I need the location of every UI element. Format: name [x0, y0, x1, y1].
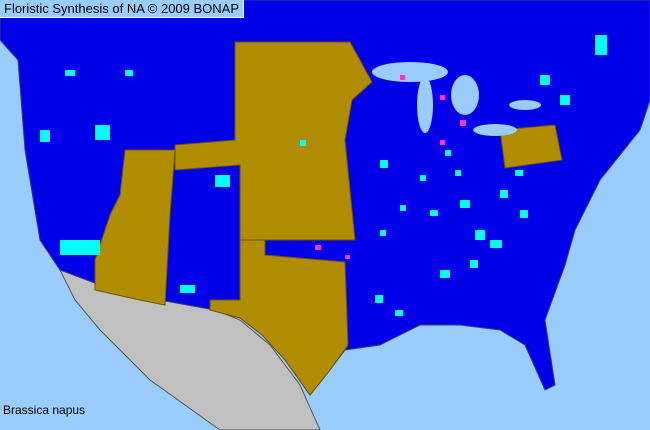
- noxious-county-marker: [440, 95, 445, 100]
- county-marker: [520, 210, 528, 218]
- noxious-county-marker: [440, 140, 445, 145]
- county-marker: [380, 160, 388, 168]
- county-marker: [460, 200, 470, 208]
- county-marker: [65, 70, 75, 76]
- noxious-county-marker: [345, 255, 350, 259]
- county-marker: [440, 270, 450, 278]
- region-northern-plains: [174, 41, 373, 241]
- county-marker: [95, 125, 110, 140]
- county-marker: [430, 210, 438, 216]
- county-marker: [560, 95, 570, 105]
- county-markers: [40, 35, 607, 316]
- county-marker: [125, 70, 133, 76]
- county-marker: [445, 150, 451, 156]
- county-marker: [455, 170, 461, 176]
- county-marker: [540, 75, 550, 85]
- map-title: Floristic Synthesis of NA © 2009 BONAP: [0, 0, 245, 18]
- county-marker: [400, 205, 406, 211]
- county-marker: [180, 285, 195, 293]
- county-marker: [420, 175, 426, 181]
- county-marker: [375, 295, 383, 303]
- noxious-county-marker: [460, 120, 466, 126]
- county-marker: [395, 310, 403, 316]
- region-utah-arizona: [94, 149, 176, 306]
- region-pennsylvania: [499, 124, 563, 169]
- county-marker: [380, 230, 386, 236]
- noxious-county-marker: [315, 245, 321, 250]
- region-texas: [209, 239, 349, 396]
- county-marker: [40, 130, 50, 142]
- noxious-county-marker: [400, 75, 405, 80]
- county-marker: [470, 260, 478, 268]
- great-lakes: [372, 62, 541, 136]
- noxious-markers: [315, 75, 466, 259]
- county-marker: [300, 140, 306, 146]
- county-marker: [215, 175, 230, 187]
- county-marker: [500, 190, 508, 198]
- county-marker: [595, 35, 607, 55]
- county-marker: [60, 240, 100, 255]
- county-marker: [490, 240, 502, 248]
- county-marker: [475, 230, 485, 240]
- county-marker: [515, 170, 523, 176]
- species-label: Brassica napus: [3, 403, 86, 417]
